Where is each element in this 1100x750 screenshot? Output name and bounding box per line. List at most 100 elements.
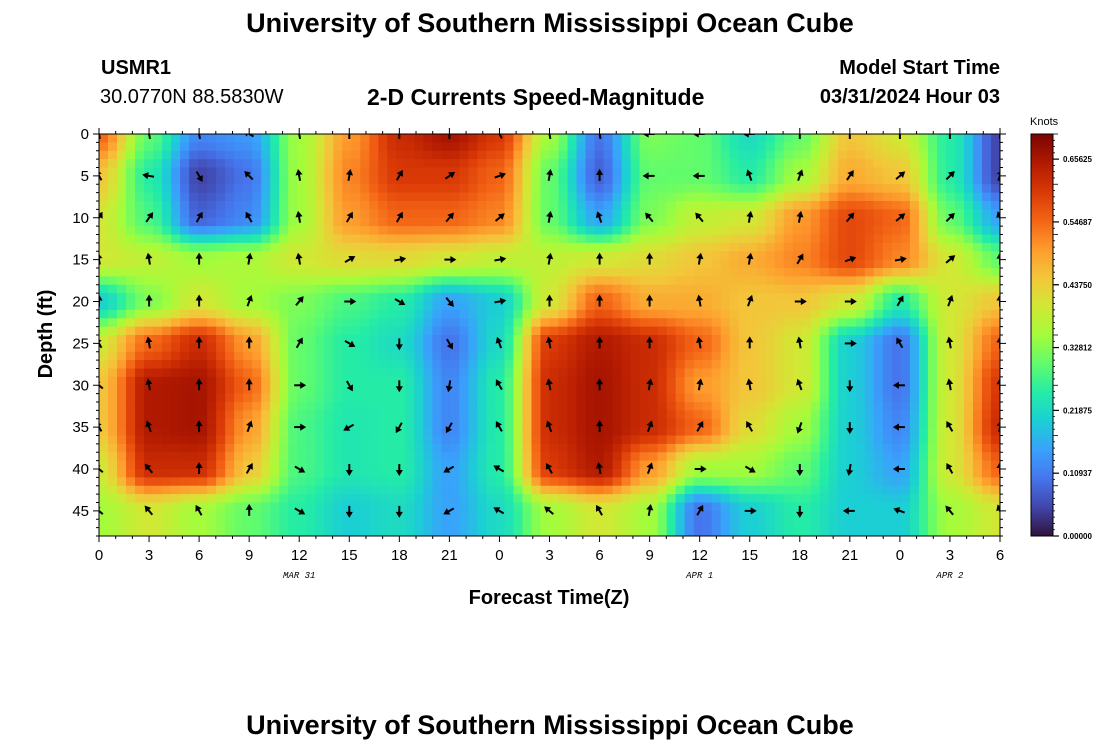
current-vectors <box>99 134 1000 518</box>
current-vector-arrow <box>796 336 804 349</box>
current-vector-arrow <box>493 507 505 515</box>
y-tick-label: 0 <box>81 126 89 143</box>
current-vector-arrow <box>546 252 554 265</box>
current-vector-arrow <box>642 134 655 138</box>
current-vector-arrow <box>294 465 306 473</box>
current-vector-arrow <box>495 421 503 432</box>
current-vector-arrow <box>99 506 104 515</box>
current-vector-arrow <box>448 134 451 139</box>
current-vector-arrow <box>494 297 507 305</box>
current-vector-arrow <box>596 294 604 307</box>
current-vector-arrow <box>145 252 153 265</box>
current-vector-arrow <box>844 339 857 347</box>
y-tick-label: 35 <box>72 419 89 436</box>
x-tick-label: 9 <box>645 547 653 564</box>
current-vector-arrow <box>395 380 403 393</box>
current-vector-arrow <box>395 338 403 351</box>
footer-title: University of Southern Mississippi Ocean… <box>246 710 854 740</box>
colorbar-tick-label: 0.43750 <box>1063 281 1092 290</box>
current-vector-arrow <box>395 211 403 223</box>
current-vector-arrow <box>544 506 554 515</box>
current-vector-arrow <box>898 134 901 139</box>
x-tick-label: 15 <box>341 547 358 564</box>
current-vector-arrow <box>546 210 554 223</box>
current-vector-arrow <box>946 378 954 391</box>
current-vector-arrow <box>846 380 854 393</box>
x-date-label: MAR 31 <box>283 571 315 581</box>
current-vector-arrow <box>398 134 401 139</box>
current-vector-arrow <box>145 378 153 391</box>
current-vector-arrow <box>246 420 253 433</box>
current-vector-arrow <box>945 212 955 223</box>
model-start-value: 03/31/2024 Hour 03 <box>819 86 1000 108</box>
current-vector-arrow <box>696 252 704 265</box>
current-vector-arrow <box>846 463 854 476</box>
current-vector-arrow <box>494 213 505 222</box>
current-vector-arrow <box>646 336 654 349</box>
current-vector-arrow <box>796 169 804 181</box>
current-vector-arrow <box>746 294 754 307</box>
y-tick-label: 25 <box>72 335 89 352</box>
current-vector-arrow <box>695 294 704 307</box>
current-vector-arrow <box>796 378 803 391</box>
current-vector-arrow <box>195 420 203 433</box>
current-vector-arrow <box>694 465 707 473</box>
current-vector-arrow <box>894 255 907 263</box>
station-id: USMR1 <box>101 57 172 79</box>
current-vector-arrow <box>245 336 253 349</box>
colorbar-scale <box>1030 133 1054 537</box>
current-vector-arrow <box>642 172 655 180</box>
current-vector-arrow <box>195 171 203 182</box>
station-coordinates: 30.0770N 88.5830W <box>100 86 284 108</box>
current-vector-arrow <box>145 294 153 307</box>
current-vector-arrow <box>195 336 203 349</box>
colorbar-tick-label: 0.65625 <box>1063 155 1092 164</box>
x-tick-label: 12 <box>291 547 308 564</box>
current-vector-arrow <box>796 253 804 265</box>
chart-title: University of Southern Mississippi Ocean… <box>246 8 854 38</box>
colorbar-tick-label: 0.10937 <box>1063 469 1092 478</box>
current-vector-arrow <box>646 378 654 391</box>
current-vector-arrow <box>495 336 503 349</box>
current-vector-arrow <box>443 507 455 515</box>
current-vector-arrow <box>295 296 304 306</box>
current-vector-arrow <box>645 212 654 223</box>
current-vector-arrow <box>443 465 455 473</box>
current-vector-arrow <box>245 211 253 223</box>
current-vector-arrow <box>245 503 253 516</box>
current-vector-arrow <box>244 170 254 181</box>
current-vector-arrow <box>445 212 454 223</box>
current-vector-arrow <box>595 504 603 516</box>
colorbar: Knots 0.65625 0.54687 0.43750 0.32812 0.2187… <box>1030 116 1092 541</box>
x-axis: 0 3 6 9 12 15 18 21 0 3 6 9 12 15 18 21 0 3 6 MAR 31 APR 1 AP… <box>95 128 1004 581</box>
y-tick-label: 5 <box>81 168 89 185</box>
current-vector-arrow <box>445 380 453 393</box>
plot-title: 2-D Currents Speed-Magnitude <box>367 84 705 110</box>
current-vector-arrow <box>245 252 253 265</box>
current-vector-arrow <box>896 337 904 349</box>
current-vector-arrow <box>345 464 353 476</box>
current-vector-arrow <box>696 421 704 432</box>
current-vector-arrow <box>844 255 857 263</box>
current-vector-arrow <box>692 172 705 180</box>
current-vector-arrow <box>295 169 303 181</box>
speed-heatmap <box>99 134 1000 536</box>
current-vector-arrow <box>494 172 506 179</box>
current-vector-arrow <box>394 255 407 263</box>
current-vector-arrow <box>444 171 456 180</box>
x-axis-label: Forecast Time(Z) <box>469 587 630 609</box>
current-vector-arrow <box>746 252 754 265</box>
x-tick-label: 21 <box>441 547 458 564</box>
current-vector-arrow <box>946 336 954 349</box>
current-vector-arrow <box>598 134 602 140</box>
current-vector-arrow <box>892 465 905 473</box>
colorbar-tick-label: 0.21875 <box>1063 406 1092 415</box>
current-vector-arrow <box>195 211 203 223</box>
current-vector-arrow <box>695 336 704 349</box>
current-vector-arrow <box>742 134 755 138</box>
current-vector-arrow <box>695 212 704 223</box>
current-vector-arrow <box>896 295 904 307</box>
current-vector-arrow <box>245 378 253 391</box>
current-vector-arrow <box>145 420 153 433</box>
current-vector-arrow <box>444 256 457 264</box>
